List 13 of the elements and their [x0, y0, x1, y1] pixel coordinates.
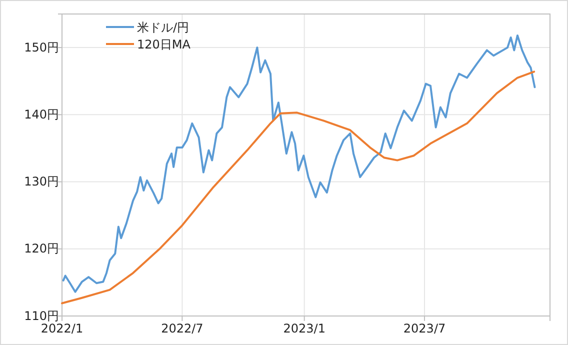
y-tick-label: 150円 — [24, 40, 59, 54]
x-tick-label: 2023/7 — [403, 322, 446, 336]
line-series — [62, 34, 536, 293]
y-tick-label: 140円 — [24, 108, 59, 122]
y-tick-label: 110円 — [24, 308, 59, 323]
x-tick-label: 2023/1 — [283, 322, 326, 336]
y-tick-label: 130円 — [24, 174, 59, 189]
line-series — [61, 70, 536, 304]
x-tick-label: 2022/1 — [40, 322, 84, 336]
y-tick-label: 120円 — [24, 242, 59, 256]
legend-label: 120日MA — [137, 38, 192, 52]
legend-label: 米ドル/円 — [137, 20, 190, 34]
x-tick-label: 2022/7 — [161, 322, 204, 336]
